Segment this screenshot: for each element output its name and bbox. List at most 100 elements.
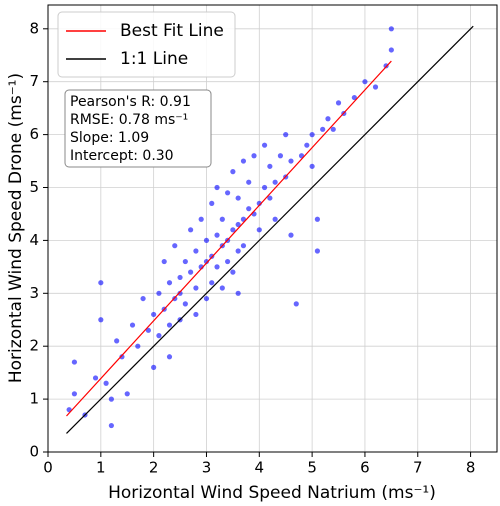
scatter-point xyxy=(214,184,220,191)
scatter-point xyxy=(288,232,294,238)
y-tick-label: 3 xyxy=(29,284,39,302)
scatter-point xyxy=(388,26,394,32)
legend-box xyxy=(57,11,236,78)
scatter-point xyxy=(182,301,188,307)
scatter-point xyxy=(314,216,320,222)
scatter-point xyxy=(383,63,389,69)
stats-line: Pearson's R: 0.91 xyxy=(70,94,191,110)
scatter-point xyxy=(261,142,268,148)
scatter-point xyxy=(230,269,236,275)
scatter-point xyxy=(272,179,278,185)
scatter-point xyxy=(129,322,136,328)
scatter-point xyxy=(151,311,157,318)
stats-line: Intercept: 0.30 xyxy=(70,148,174,164)
scatter-point xyxy=(246,206,252,212)
scatter-point xyxy=(240,243,247,249)
scatter-point xyxy=(388,47,394,53)
stats-frame xyxy=(64,89,212,168)
x-tick-label: 7 xyxy=(413,459,423,477)
scatter-point xyxy=(156,333,162,339)
scatter-point xyxy=(209,253,215,259)
scatter-point xyxy=(71,391,78,397)
scatter-point xyxy=(71,359,78,365)
plot-frame xyxy=(47,4,498,453)
scatter-point xyxy=(203,258,210,265)
scatter-point xyxy=(193,248,199,254)
x-tick-label: 5 xyxy=(307,459,317,477)
scatter-point xyxy=(161,258,167,265)
scatter-point xyxy=(188,269,194,275)
scatter-point xyxy=(225,258,231,265)
scatter-point xyxy=(209,280,215,286)
x-tick-label: 8 xyxy=(466,459,476,477)
y-tick-label: 2 xyxy=(29,337,39,355)
scatter-point xyxy=(193,311,199,318)
scatter-point xyxy=(92,375,99,381)
x-tick-label: 6 xyxy=(360,459,370,477)
scatter-point xyxy=(230,169,236,175)
scatter-point xyxy=(251,153,257,159)
legend-label: Best Fit Line xyxy=(120,21,224,41)
scatter-point xyxy=(135,343,141,349)
fit-line xyxy=(66,25,474,434)
scatter-point xyxy=(267,163,273,169)
scatter-point xyxy=(108,396,114,402)
scatter-point xyxy=(235,248,241,254)
y-tick-label: 5 xyxy=(29,178,39,196)
scatter-point xyxy=(246,179,252,185)
x-axis-label: Horizontal Wind Speed Natrium (ms⁻¹) xyxy=(108,483,436,503)
scatter-point xyxy=(108,422,114,429)
stats-line: Slope: 1.09 xyxy=(70,130,149,146)
fit-line xyxy=(66,60,392,417)
scatter-point xyxy=(314,248,320,254)
scatter-point xyxy=(277,153,284,159)
scatter-point xyxy=(362,79,368,85)
scatter-point xyxy=(177,274,183,281)
scatter-point xyxy=(309,163,315,169)
legend: Best Fit Line 1:1 Line xyxy=(57,11,236,78)
scatter-point xyxy=(119,354,125,360)
stats-box: Pearson's R: 0.91 RMSE: 0.78 ms⁻¹ Slope: 1… xyxy=(64,89,212,168)
scatter-point xyxy=(177,290,183,296)
scatter-point xyxy=(124,391,130,397)
scatter-point xyxy=(225,190,231,196)
x-tick-label: 0 xyxy=(43,459,53,477)
scatter-point xyxy=(240,158,247,164)
scatter-point xyxy=(304,142,310,148)
x-tick-label: 4 xyxy=(255,459,265,477)
scatter-point xyxy=(330,126,336,132)
x-tick-label: 2 xyxy=(149,459,159,477)
scatter-point xyxy=(293,301,299,307)
scatter-point xyxy=(166,322,173,328)
y-axis-label: Horizontal Wind Speed Drone (ms⁻¹) xyxy=(6,73,26,383)
scatter-point xyxy=(256,227,262,233)
scatter-point xyxy=(172,243,178,249)
scatter-point xyxy=(325,116,331,122)
scatter-point xyxy=(166,280,173,286)
scatter-point xyxy=(235,221,241,228)
scatter-point xyxy=(309,132,315,138)
scatter-point xyxy=(203,295,210,302)
scatter-point xyxy=(351,94,357,101)
scatter-point xyxy=(235,290,241,296)
scatter-point xyxy=(283,132,289,138)
y-tick-label: 8 xyxy=(29,19,39,37)
scatter-point xyxy=(235,195,241,201)
legend-label: 1:1 Line xyxy=(120,49,188,69)
scatter-point xyxy=(372,84,379,90)
scatter-point xyxy=(219,285,225,291)
y-tick-label: 6 xyxy=(29,125,39,143)
scatter-point xyxy=(209,200,215,206)
scatter-point xyxy=(214,232,220,238)
scatter-point xyxy=(156,290,162,296)
scatter-point xyxy=(288,158,294,164)
y-tick-label: 1 xyxy=(29,390,39,408)
scatter-point xyxy=(261,184,268,191)
scatter-point xyxy=(203,237,210,244)
scatter-point xyxy=(145,327,151,333)
scatter-point xyxy=(140,295,146,302)
y-tick-label: 7 xyxy=(29,72,39,90)
scatter-point xyxy=(230,227,236,233)
scatter-point xyxy=(267,195,273,201)
